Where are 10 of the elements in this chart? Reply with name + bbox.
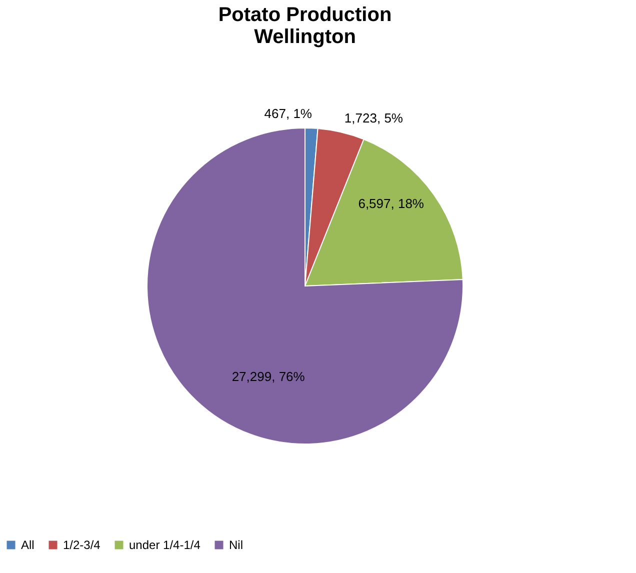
data-label: 1,723, 5% [344, 110, 404, 126]
data-label: 6,597, 18% [358, 196, 424, 211]
data-label: 27,299, 76% [232, 368, 306, 384]
legend-label: 1/2-3/4 [63, 538, 101, 552]
pie-slice [146, 128, 464, 444]
legend-label: Nil [229, 538, 243, 552]
legend-label: under 1/4-1/4 [129, 538, 201, 552]
legend-label: All [21, 538, 34, 552]
chart-title: Potato Production Wellington [218, 4, 392, 48]
data-label: 467, 1% [264, 106, 312, 122]
